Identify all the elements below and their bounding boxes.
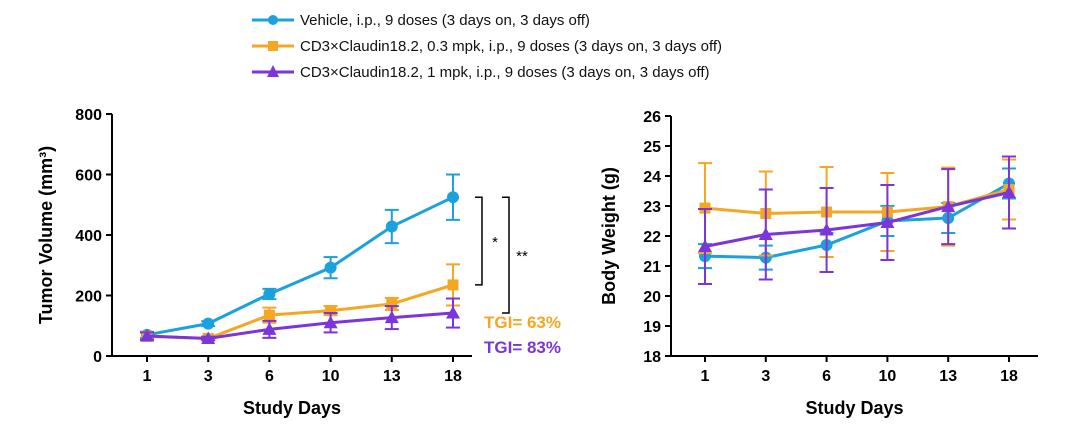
y-tick-label: 800 bbox=[75, 107, 102, 124]
series-line bbox=[146, 283, 454, 340]
data-point bbox=[202, 317, 215, 330]
y-tick-label: 600 bbox=[75, 168, 102, 185]
chart-legend: Vehicle, i.p., 9 doses (3 days on, 3 day… bbox=[250, 8, 870, 98]
data-point bbox=[446, 306, 460, 319]
y-tick-label: 0 bbox=[93, 349, 102, 366]
data-point bbox=[385, 220, 398, 233]
data-point bbox=[262, 322, 277, 335]
legend-item-high-dose: CD3×Claudin18.2, 1 mpk, i.p., 9 doses (3… bbox=[250, 60, 710, 84]
legend-item-vehicle: Vehicle, i.p., 9 doses (3 days on, 3 day… bbox=[250, 8, 590, 32]
tumor-chart-x-axis-title: Study Days bbox=[243, 398, 341, 418]
x-tick-label: 18 bbox=[444, 368, 462, 385]
significance-bracket bbox=[475, 196, 483, 286]
data-point bbox=[263, 287, 276, 300]
legend-marker-square-icon bbox=[252, 41, 294, 51]
legend-label-vehicle: Vehicle, i.p., 9 doses (3 days on, 3 day… bbox=[300, 11, 590, 29]
significance-bracket bbox=[502, 196, 510, 314]
legend-label-high-dose: CD3×Claudin18.2, 1 mpk, i.p., 9 doses (3… bbox=[300, 63, 710, 81]
data-point bbox=[324, 261, 337, 274]
x-tick-label: 13 bbox=[383, 368, 401, 385]
y-tick-label: 200 bbox=[75, 289, 102, 306]
data-point bbox=[325, 305, 337, 317]
data-point bbox=[323, 315, 338, 329]
tgi-annotation: TGI= 83% bbox=[484, 338, 561, 357]
x-tick-label: 1 bbox=[143, 368, 152, 385]
y-tick-label: 400 bbox=[75, 228, 102, 245]
significance-label: * bbox=[492, 234, 498, 251]
series-line bbox=[146, 311, 454, 340]
data-point bbox=[447, 279, 459, 291]
significance-label: ** bbox=[516, 248, 528, 265]
data-point bbox=[201, 331, 216, 344]
data-point bbox=[263, 309, 275, 321]
legend-label-low-dose: CD3×Claudin18.2, 0.3 mpk, i.p., 9 doses … bbox=[300, 37, 723, 55]
legend-marker-circle-icon bbox=[252, 15, 294, 25]
x-tick-label: 6 bbox=[265, 368, 274, 385]
data-point bbox=[447, 191, 459, 204]
legend-marker-triangle-icon bbox=[252, 65, 294, 77]
data-point bbox=[384, 310, 399, 324]
tumor-chart-y-axis-title: Tumor Volume (mm³) bbox=[36, 146, 56, 324]
series-line bbox=[146, 195, 454, 337]
data-point bbox=[140, 329, 154, 342]
legend-item-low-dose: CD3×Claudin18.2, 0.3 mpk, i.p., 9 doses … bbox=[250, 34, 722, 58]
series-1 bbox=[140, 263, 460, 344]
x-tick-label: 10 bbox=[322, 368, 340, 385]
data-point bbox=[386, 298, 398, 310]
x-tick-label: 3 bbox=[204, 368, 213, 385]
tgi-annotation: TGI= 63% bbox=[484, 313, 561, 332]
series-2 bbox=[140, 297, 460, 344]
